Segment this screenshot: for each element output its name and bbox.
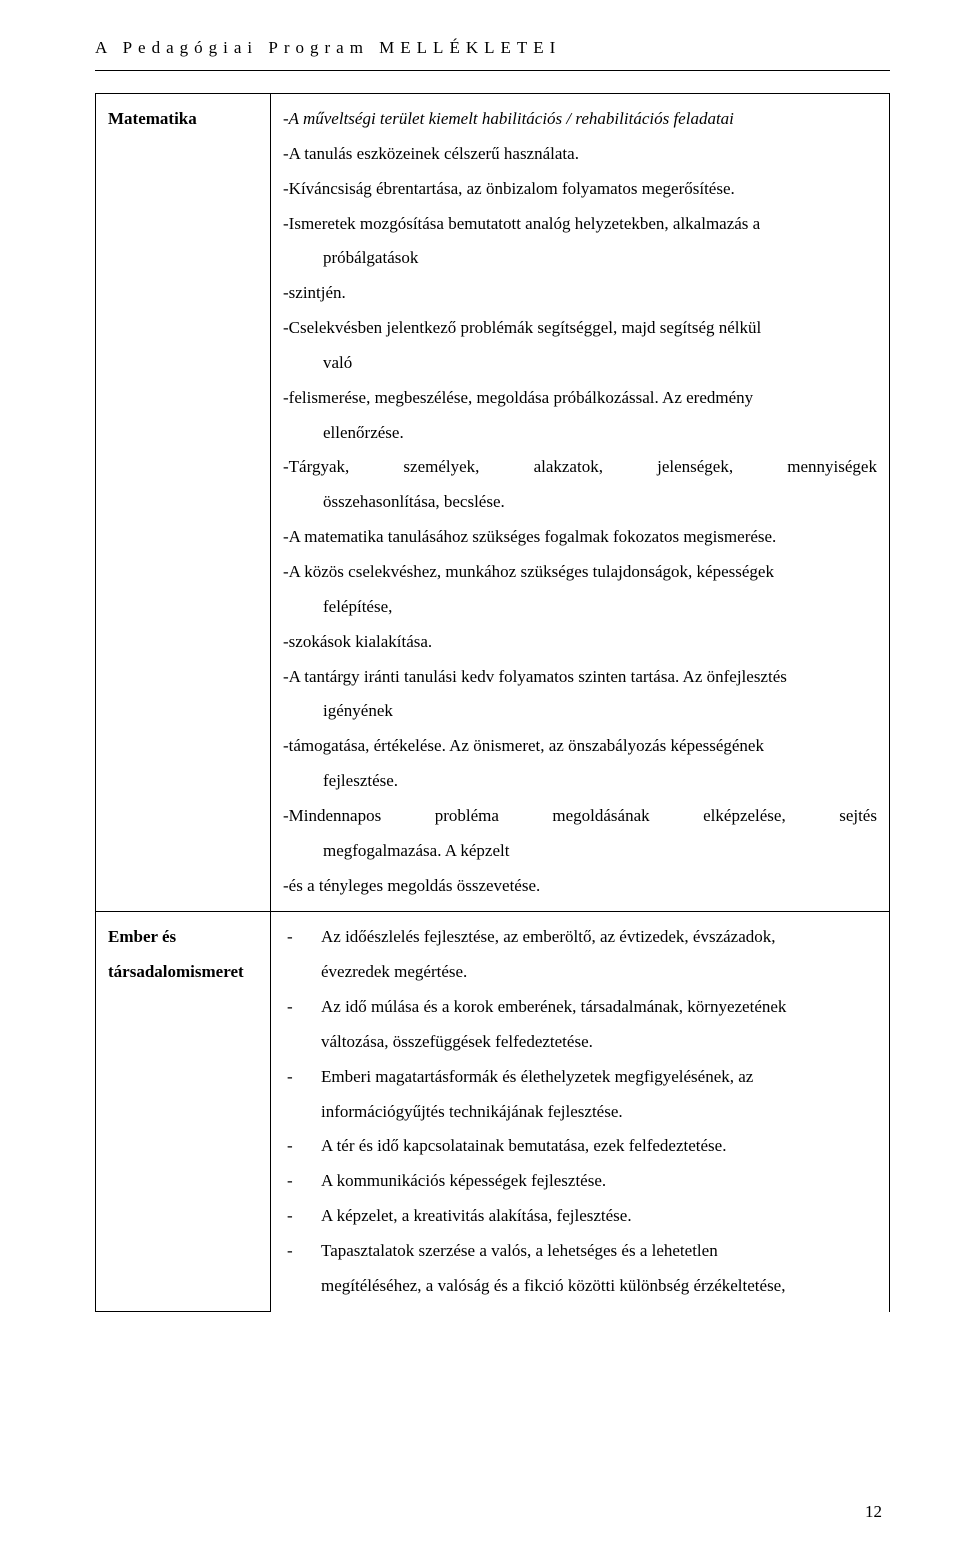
line: -szintjén. <box>283 276 877 311</box>
row-matematika: Matematika -A műveltségi terület kiemelt… <box>96 94 890 912</box>
dash-icon: - <box>283 1164 321 1199</box>
w: jelenségek, <box>657 450 733 485</box>
bullet-item: - A kommunikációs képességek fejlesztése… <box>283 1164 877 1199</box>
line: -A közös cselekvéshez, munkához szüksége… <box>283 555 877 590</box>
header-title: A Pedagógiai Program MELLÉKLETEI <box>95 38 561 57</box>
bline: Az idő múlása és a korok emberének, társ… <box>321 997 786 1016</box>
bline: Az időészlelés fejlesztése, az emberöltő… <box>321 927 776 946</box>
bullet-text: Tapasztalatok szerzése a valós, a lehets… <box>321 1234 877 1304</box>
line: fejlesztése. <box>283 764 877 799</box>
bullet-item: - Az idő múlása és a korok emberének, tá… <box>283 990 877 1060</box>
page-header: A Pedagógiai Program MELLÉKLETEI <box>95 38 890 71</box>
bullet-text: A tér és idő kapcsolatainak bemutatása, … <box>321 1129 877 1164</box>
content-matematika: -A műveltségi terület kiemelt habilitáci… <box>271 94 890 912</box>
line: -A tantárgy iránti tanulási kedv folyama… <box>283 660 877 695</box>
label-matematika: Matematika <box>96 94 271 912</box>
line: -A matematika tanulásához szükséges foga… <box>283 520 877 555</box>
page-number: 12 <box>865 1502 882 1522</box>
bullet-text: Az idő múlása és a korok emberének, társ… <box>321 990 877 1060</box>
bline: évezredek megértése. <box>321 962 467 981</box>
line: igényének <box>283 694 877 729</box>
label-ember: Ember és társadalomismeret <box>96 912 271 1312</box>
bline: információgyűjtés technikájának fejleszt… <box>321 1102 623 1121</box>
bline: Emberi magatartásformák és élethelyzetek… <box>321 1067 753 1086</box>
label-ember-1: Ember és <box>108 920 258 955</box>
bullet-item: - Az időészlelés fejlesztése, az emberöl… <box>283 920 877 990</box>
w: megoldásának <box>552 799 649 834</box>
bullet-text: A kommunikációs képességek fejlesztése. <box>321 1164 877 1199</box>
line: összehasonlítása, becslése. <box>283 485 877 520</box>
content-table: Matematika -A műveltségi terület kiemelt… <box>95 93 890 1312</box>
dash-icon: - <box>283 1199 321 1234</box>
w: -Mindennapos <box>283 799 381 834</box>
bullet-item: - A képzelet, a kreativitás alakítása, f… <box>283 1199 877 1234</box>
line: ellenőrzése. <box>283 416 877 451</box>
line-italic: -A műveltségi terület kiemelt habilitáci… <box>283 102 877 137</box>
line: -és a tényleges megoldás összevetése. <box>283 869 877 904</box>
bline: változása, összefüggések felfedeztetése. <box>321 1032 593 1051</box>
dash-icon: - <box>283 1129 321 1164</box>
label-matematika-text: Matematika <box>108 109 197 128</box>
bline: megítéléséhez, a valóság és a fikció köz… <box>321 1276 785 1295</box>
row-ember: Ember és társadalomismeret - Az időészle… <box>96 912 890 1312</box>
w: sejtés <box>839 799 877 834</box>
line: -szokások kialakítása. <box>283 625 877 660</box>
w: alakzatok, <box>534 450 603 485</box>
line: -Kíváncsiság ébrentartása, az önbizalom … <box>283 172 877 207</box>
bullet-item: - Tapasztalatok szerzése a valós, a lehe… <box>283 1234 877 1304</box>
dash-icon: - <box>283 920 321 990</box>
line: való <box>283 346 877 381</box>
bullet-text: Emberi magatartásformák és élethelyzetek… <box>321 1060 877 1130</box>
w: mennyiségek <box>787 450 877 485</box>
bullet-item: - Emberi magatartásformák és élethelyzet… <box>283 1060 877 1130</box>
bullet-text: Az időészlelés fejlesztése, az emberöltő… <box>321 920 877 990</box>
bline: Tapasztalatok szerzése a valós, a lehets… <box>321 1241 718 1260</box>
line: -Mindennapos probléma megoldásának elkép… <box>283 799 877 834</box>
content-ember: - Az időészlelés fejlesztése, az emberöl… <box>271 912 890 1312</box>
dash-icon: - <box>283 1234 321 1304</box>
label-ember-2: társadalomismeret <box>108 955 258 990</box>
dash-icon: - <box>283 990 321 1060</box>
line: -felismerése, megbeszélése, megoldása pr… <box>283 381 877 416</box>
w: -Tárgyak, <box>283 450 349 485</box>
w: elképzelése, <box>703 799 786 834</box>
w: probléma <box>435 799 499 834</box>
line: -támogatása, értékelése. Az önismeret, a… <box>283 729 877 764</box>
line: -Cselekvésben jelentkező problémák segít… <box>283 311 877 346</box>
dash-icon: - <box>283 1060 321 1130</box>
line: -Ismeretek mozgósítása bemutatott analóg… <box>283 207 877 242</box>
line: megfogalmazása. A képzelt <box>283 834 877 869</box>
line: -A tanulás eszközeinek célszerű használa… <box>283 137 877 172</box>
bullet-text: A képzelet, a kreativitás alakítása, fej… <box>321 1199 877 1234</box>
line: -Tárgyak, személyek, alakzatok, jelenség… <box>283 450 877 485</box>
bullet-item: - A tér és idő kapcsolatainak bemutatása… <box>283 1129 877 1164</box>
line: próbálgatások <box>283 241 877 276</box>
w: személyek, <box>403 450 479 485</box>
line: felépítése, <box>283 590 877 625</box>
